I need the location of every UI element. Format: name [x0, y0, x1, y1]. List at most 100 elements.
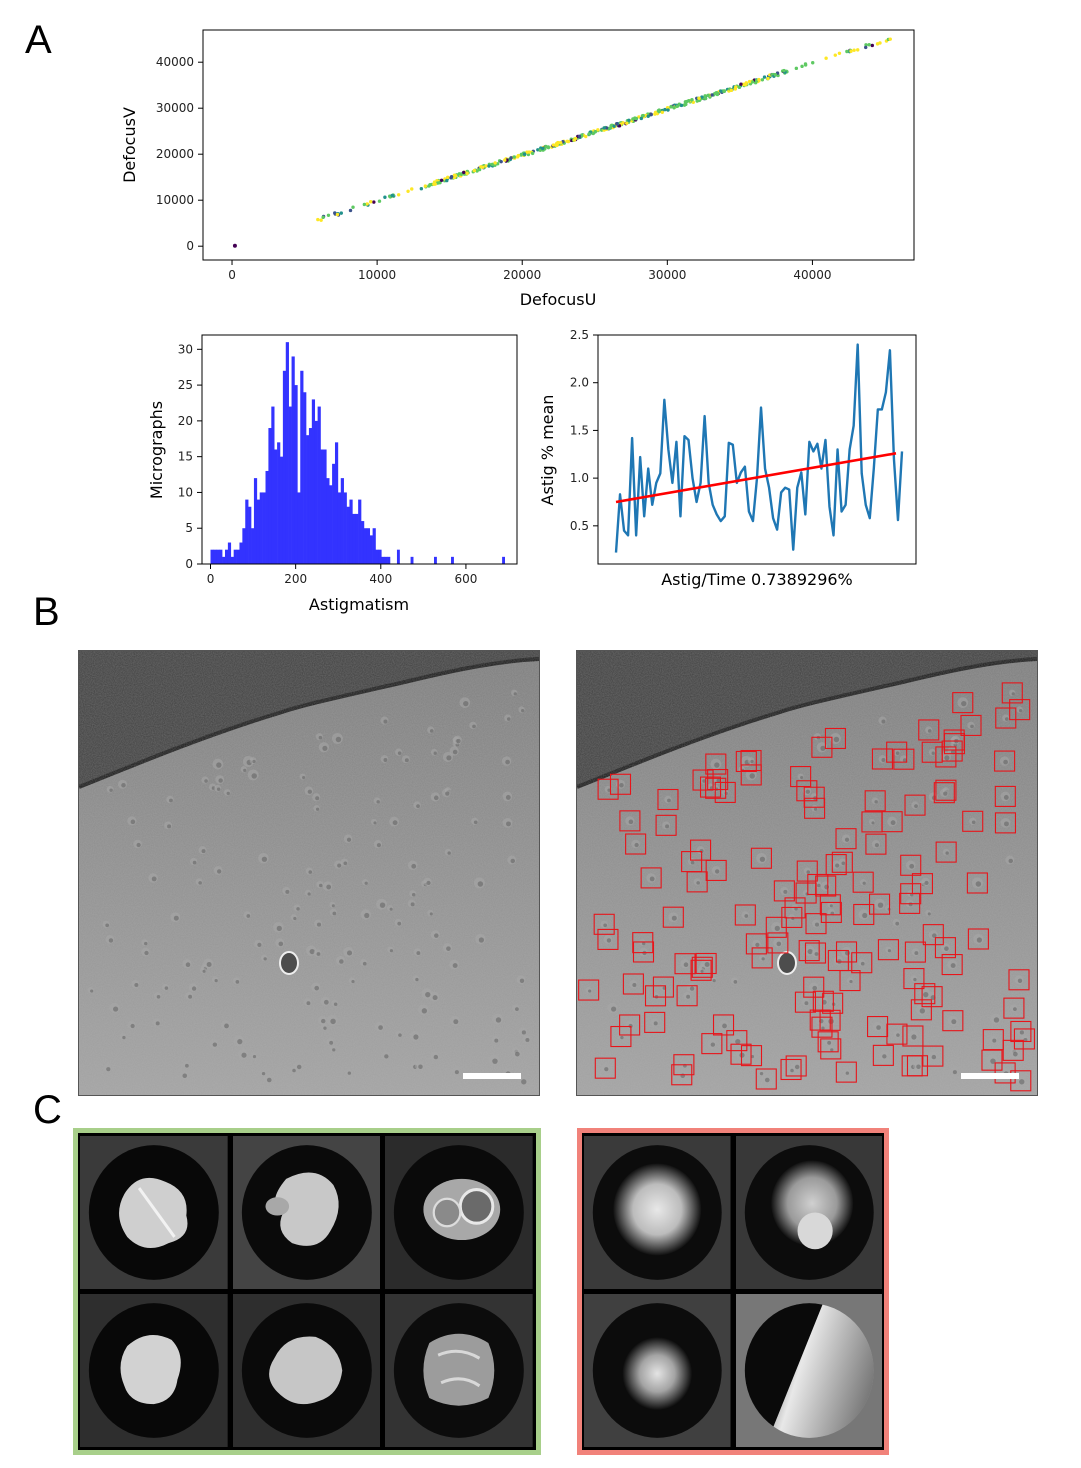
particle-core [492, 1058, 498, 1064]
particle-core [478, 937, 484, 943]
data-point [577, 134, 582, 138]
particle-core [415, 977, 419, 982]
particle-pick-box [982, 1029, 1004, 1051]
particle-core [724, 791, 728, 796]
particle-pick-box [730, 1043, 752, 1065]
particle-pick-box [644, 985, 667, 1007]
particle-pick-box [867, 1016, 889, 1038]
data-point [475, 169, 479, 173]
particle-pick-box [900, 854, 922, 876]
particle-core [927, 729, 932, 733]
data-point [710, 93, 714, 97]
data-point [452, 175, 457, 180]
particle-core [144, 950, 149, 956]
particle-core [191, 986, 197, 991]
data-point [439, 178, 444, 182]
data-point [867, 43, 871, 47]
particle-core [332, 911, 337, 916]
particle-core [909, 863, 915, 869]
particle-core [202, 969, 206, 973]
particle-pick-box [676, 985, 698, 1007]
particle-core [105, 923, 110, 928]
particle-core [961, 700, 967, 707]
histogram-bar [369, 535, 373, 564]
particle-core [433, 751, 437, 755]
particle-core [588, 989, 592, 993]
particle-pick-box [655, 814, 677, 836]
particle-pick-box [686, 871, 708, 893]
data-point [837, 51, 842, 55]
particle-core [1013, 1007, 1017, 1012]
data-point [479, 165, 483, 169]
particle-core [192, 860, 197, 865]
particle-core [237, 1039, 243, 1045]
data-point [691, 100, 696, 104]
particle-core [383, 758, 388, 762]
particle-core [261, 1071, 266, 1076]
particle-pick-box [903, 968, 925, 990]
data-point [714, 91, 719, 95]
histogram-bar [323, 449, 327, 564]
particle-core [235, 980, 240, 984]
data-point [423, 184, 428, 188]
data-point [512, 155, 517, 159]
y-tick-label: 20 [178, 414, 193, 428]
y-tick-label: 0.5 [570, 519, 589, 533]
data-point [554, 143, 558, 148]
particle-core [515, 1051, 520, 1057]
particle-core [735, 1039, 741, 1045]
histogram-bar [248, 506, 252, 564]
class-average [735, 1294, 882, 1447]
class-average [80, 1294, 228, 1447]
histogram-bar [279, 456, 284, 564]
particle-pick-box [734, 904, 756, 926]
particle-pick-box [827, 949, 849, 972]
data-point [362, 202, 367, 207]
panel-label-c: C [33, 1088, 62, 1132]
class-average [232, 1136, 381, 1289]
histogram-bar [277, 442, 281, 564]
particle-pick-box [692, 769, 714, 791]
particle-core [397, 751, 402, 755]
particle-pick-box [922, 924, 944, 946]
particle-core [1019, 1030, 1024, 1035]
particle-core [667, 798, 671, 803]
histogram-bar [256, 499, 261, 564]
particle-core [454, 1070, 459, 1075]
scale-bar [463, 1073, 521, 1079]
data-point [406, 189, 410, 193]
data-point [824, 56, 828, 60]
particle-pick-box [822, 992, 844, 1014]
particle-core [326, 884, 332, 890]
histogram-bar [451, 556, 454, 564]
particle-core [432, 995, 438, 1001]
histogram-bar [230, 556, 234, 564]
y-tick-label: 0 [186, 239, 194, 253]
data-point [852, 48, 856, 52]
particle-core [877, 902, 884, 908]
class-average [584, 1294, 731, 1447]
particle-core [252, 1055, 257, 1059]
particle-pick-box [942, 1010, 964, 1032]
particle-core [331, 904, 335, 908]
particle-pick-box [835, 828, 857, 850]
astigmatism-time-line-chart: 0.5 1.0 1.5 2.0 2.5 Astig/Time 0.7389296% As… [538, 328, 917, 589]
particle-pick-box [644, 1011, 666, 1033]
particle-core [683, 962, 689, 967]
particle-pick-box [780, 1058, 802, 1081]
particle-core [376, 843, 381, 848]
particle-core [1003, 795, 1009, 800]
particle-pick-box [657, 788, 679, 811]
histogram-bar [326, 478, 330, 564]
particle-core [446, 755, 452, 761]
histogram-bar [224, 549, 229, 564]
bad-class-averages-grid [584, 1136, 882, 1447]
particle-pick-box [1009, 699, 1031, 721]
data-point [634, 116, 638, 121]
y-tick-label: 10000 [156, 193, 194, 207]
data-point [700, 95, 704, 99]
particle-pick-box [795, 882, 817, 904]
particle-core [1013, 1051, 1018, 1057]
particle-core [1004, 717, 1009, 721]
histogram-bar [355, 513, 359, 564]
